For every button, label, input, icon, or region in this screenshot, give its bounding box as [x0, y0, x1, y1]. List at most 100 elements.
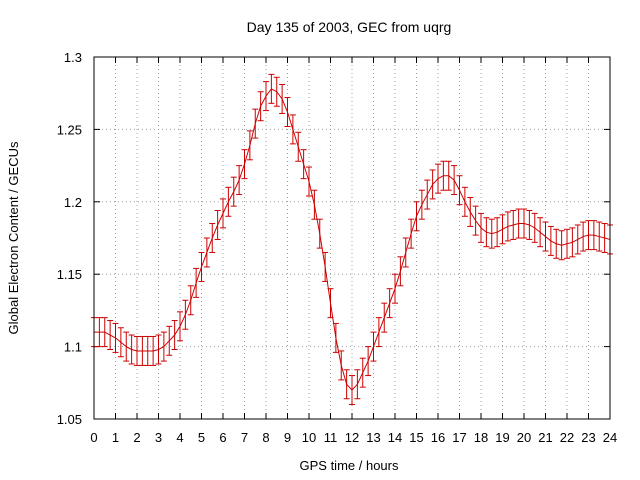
- error-bar: [596, 221, 603, 252]
- error-bar: [435, 163, 441, 194]
- error-bar: [574, 224, 581, 255]
- error-bar: [187, 285, 194, 316]
- error-bar: [590, 220, 597, 251]
- error-bar: [343, 369, 350, 400]
- error-bar: [257, 91, 264, 122]
- error-bar: [359, 357, 366, 388]
- x-tick-label: 2: [133, 430, 140, 445]
- y-tick-label: 1.3: [64, 50, 82, 65]
- error-bar: [246, 130, 253, 161]
- y-axis-label: Global Electron Content / GECUs: [6, 141, 21, 334]
- error-bar: [134, 335, 140, 366]
- error-bar: [101, 317, 108, 348]
- error-bar: [306, 166, 312, 197]
- error-bar: [585, 220, 592, 251]
- error-bar: [365, 346, 372, 377]
- error-bar: [300, 149, 307, 180]
- y-tick-label: 1.05: [57, 412, 82, 427]
- x-tick-label: 7: [241, 430, 248, 445]
- error-bar: [451, 165, 458, 196]
- x-tick-label: 17: [452, 430, 466, 445]
- error-bar: [112, 322, 119, 353]
- error-bar: [402, 237, 409, 268]
- x-tick-label: 13: [366, 430, 380, 445]
- error-bar: [504, 211, 511, 242]
- x-tick-label: 22: [560, 430, 574, 445]
- error-bar: [381, 302, 388, 333]
- x-tick-label: 10: [302, 430, 316, 445]
- error-bar: [542, 221, 549, 252]
- error-bar: [386, 288, 393, 319]
- error-bar: [128, 334, 135, 365]
- error-bar: [494, 217, 501, 248]
- error-bar: [424, 179, 431, 210]
- chart-title: Day 135 of 2003, GEC from uqrg: [247, 19, 452, 35]
- x-tick-label: 0: [90, 430, 97, 445]
- error-bar: [295, 131, 302, 162]
- error-bar: [408, 218, 415, 249]
- error-bar: [472, 205, 479, 236]
- error-bar: [311, 189, 318, 220]
- error-bar: [510, 209, 517, 240]
- x-tick-label: 18: [474, 430, 488, 445]
- error-bar: [230, 176, 237, 207]
- x-tick-label: 23: [581, 430, 595, 445]
- error-bar: [139, 335, 146, 366]
- error-bar: [284, 97, 291, 128]
- error-bar: [467, 196, 474, 227]
- error-bar: [418, 189, 425, 220]
- error-bar: [177, 311, 183, 342]
- error-bar: [203, 237, 210, 268]
- gec-line: [94, 88, 611, 391]
- error-bar: [263, 81, 269, 112]
- error-bar: [327, 288, 334, 319]
- error-bar: [338, 350, 345, 381]
- x-tick-label: 11: [324, 430, 338, 445]
- error-bar: [220, 198, 226, 229]
- error-bar: [429, 169, 436, 200]
- x-tick-label: 16: [431, 430, 445, 445]
- error-bar: [521, 208, 527, 239]
- error-bar: [413, 201, 420, 232]
- error-bar: [553, 228, 560, 259]
- x-tick-label: 3: [155, 430, 162, 445]
- error-bar: [558, 230, 565, 261]
- y-tick-label: 1.2: [64, 195, 82, 210]
- x-tick-label: 15: [409, 430, 423, 445]
- error-bar: [166, 325, 173, 356]
- error-bar: [349, 375, 355, 406]
- x-tick-label: 19: [495, 430, 509, 445]
- x-tick-label: 24: [603, 430, 617, 445]
- x-tick-label: 6: [219, 430, 226, 445]
- error-bar: [483, 217, 490, 248]
- grid: [94, 57, 610, 419]
- error-bar: [289, 114, 296, 145]
- error-bar: [96, 317, 103, 348]
- error-bar: [547, 225, 554, 256]
- error-bar: [273, 76, 280, 107]
- x-axis-label: GPS time / hours: [300, 458, 399, 473]
- error-bar: [107, 320, 114, 350]
- x-tick-label: 8: [262, 430, 269, 445]
- error-bar: [531, 212, 538, 243]
- error-bar: [569, 227, 576, 258]
- error-bar: [209, 223, 216, 253]
- error-bar: [332, 322, 339, 353]
- axis-ticks: 0 1 2 3 4 5 6 7 8 9 10 11 12 13 14 15 16 17 18 19 20 21 22 23 24…: [57, 50, 618, 445]
- error-bar: [225, 186, 232, 217]
- error-bar: [268, 73, 275, 104]
- error-bar: [397, 256, 404, 287]
- error-bar: [144, 335, 151, 366]
- error-bar: [461, 186, 468, 217]
- x-tick-label: 5: [198, 430, 205, 445]
- error-bar: [182, 299, 189, 330]
- error-bar: [279, 84, 286, 114]
- error-bar: [564, 228, 570, 259]
- error-bar: [241, 149, 248, 180]
- x-tick-label: 20: [517, 430, 531, 445]
- error-bar: [316, 218, 323, 249]
- error-bar: [236, 165, 243, 196]
- gec-series: [91, 73, 613, 406]
- y-tick-label: 1.25: [57, 122, 82, 137]
- error-bar: [456, 175, 463, 206]
